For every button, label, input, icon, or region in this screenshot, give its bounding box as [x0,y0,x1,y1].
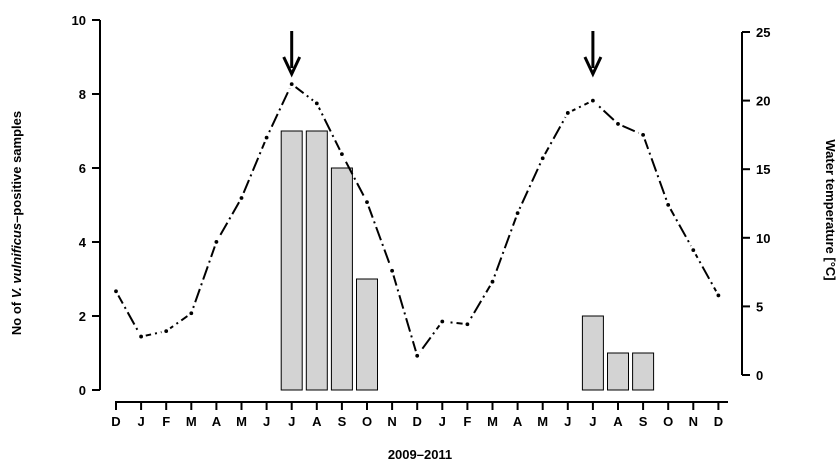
x-tick-label: J [589,414,596,429]
y2-tick-label: 0 [756,368,763,383]
y2-tick-label: 15 [756,162,770,177]
temperature-point [387,265,398,276]
bar [330,167,353,391]
temperature-point [311,98,322,109]
y-tick-label: 4 [79,235,87,250]
y-tick-label: 0 [79,383,86,398]
y2-axis-title: Water temperature [°C] [823,139,838,280]
y-tick-label: 10 [72,13,86,28]
y-tick-label: 6 [79,161,86,176]
bar [632,352,655,391]
temperature-point [537,153,548,164]
x-tick-label: J [288,414,295,429]
temperature-point [211,237,222,247]
temperature-point [186,308,197,319]
x-tick-label: N [689,414,698,429]
temperature-line-layer [111,79,724,361]
bar [356,278,378,391]
temperature-point [713,290,724,301]
x-axis-title: 2009–2011 [388,447,452,462]
peak-arrow [583,31,603,78]
x-tick-label: F [162,414,170,429]
left-y-ticks: 0 2 4 6 8 10 [72,13,100,398]
y2-tick-label: 5 [756,299,763,314]
y-axis-title-suffix: –positive samples [9,111,24,223]
x-tick-label: M [537,414,548,429]
bar [607,352,629,391]
x-tick-label: A [312,414,322,429]
temperature-point [412,350,423,361]
bars-layer [280,130,655,391]
peak-arrow [282,31,302,78]
temperature-point [688,245,699,256]
x-tick-label: J [439,414,446,429]
x-tick-label: A [613,414,623,429]
y-axis-title-prefix: No of [9,298,24,335]
temperature-point [437,316,448,327]
temperature-line [115,82,720,359]
temperature-point [638,130,648,140]
temperature-point [236,193,247,203]
x-tick-label: F [463,414,471,429]
x-tick-label: M [487,414,498,429]
x-tick-label: J [564,414,571,429]
x-tick-label: J [137,414,144,429]
x-tick-label: D [413,414,422,429]
temperature-point [362,197,372,208]
temperature-point [562,108,573,118]
x-tick-label: O [663,414,673,429]
temperature-point [136,331,147,342]
x-tick-label: N [387,414,396,429]
x-tick-label: O [362,414,372,429]
x-tick-label: M [186,414,197,429]
bar [581,315,604,391]
x-tick-label: A [513,414,523,429]
temperature-point [462,319,473,330]
temperature-point [663,199,674,210]
x-tick-label: D [111,414,120,429]
y2-tick-label: 25 [756,25,770,40]
x-tick-label: S [639,414,648,429]
temperature-point [337,149,347,160]
temperature-point [161,326,172,336]
y-tick-label: 8 [79,87,86,102]
temperature-point [613,119,623,129]
x-tick-label: D [714,414,723,429]
bar [305,130,328,391]
y2-tick-label: 20 [756,94,770,109]
y-tick-label: 2 [79,309,86,324]
temperature-point [111,286,121,297]
y2-tick-label: 10 [756,231,770,246]
temperature-point [261,132,272,143]
temperature-point [512,208,523,219]
x-tick-label: S [338,414,347,429]
x-tick-label: A [212,414,222,429]
temperature-point [286,79,297,90]
temperature-point [487,276,498,287]
temperature-point [588,95,598,106]
right-y-ticks: 0 5 10 15 20 25 [742,25,770,383]
bar [280,130,303,391]
x-tick-label: M [236,414,247,429]
y-axis-title: No of V. vulnificus–positive samples [9,111,24,335]
x-tick-label: J [263,414,270,429]
y-axis-title-species: V. vulnificus [9,223,24,298]
arrows-layer [282,31,603,78]
